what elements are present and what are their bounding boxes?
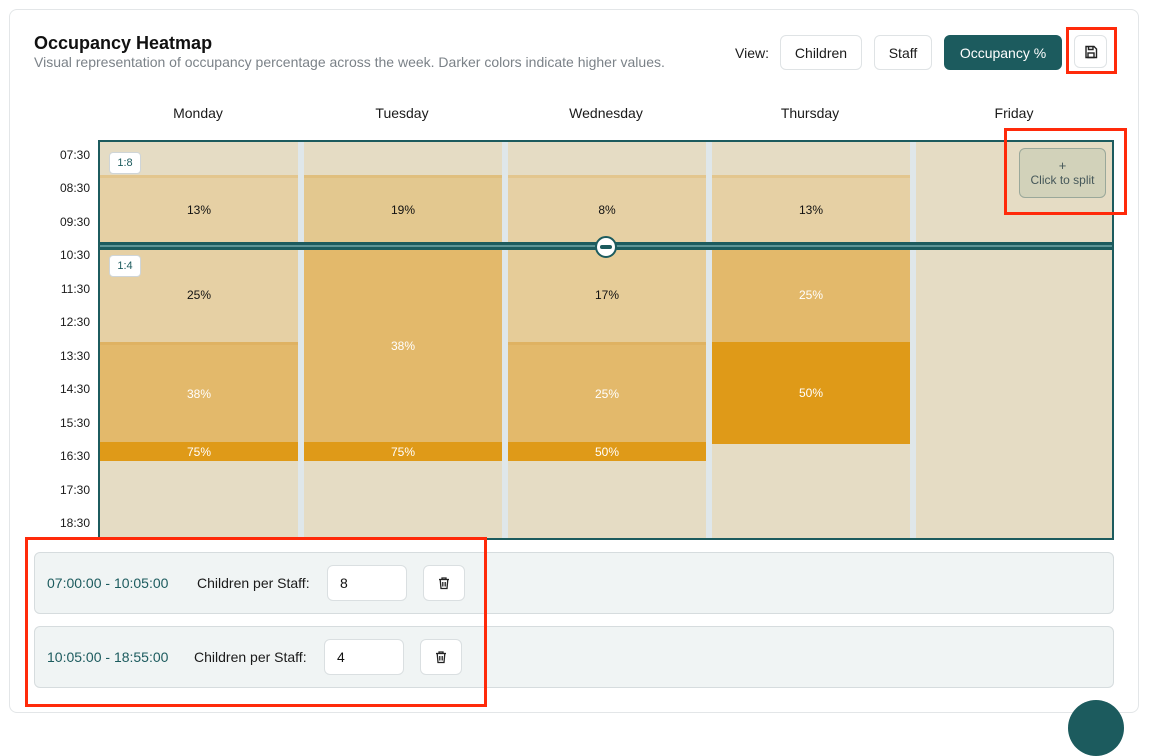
time-label: 12:30 <box>59 315 90 329</box>
heatmap-cell-monday-4[interactable]: 75% <box>100 442 298 461</box>
heatmap-cell-wednesday-4[interactable]: 50% <box>508 442 706 461</box>
trash-icon <box>437 576 451 590</box>
time-label: 16:30 <box>59 449 90 463</box>
minus-icon <box>600 245 612 249</box>
time-label: 08:30 <box>59 181 90 195</box>
heatmap-cell-monday-3[interactable]: 38% <box>100 342 298 442</box>
time-label: 11:30 <box>60 282 90 296</box>
time-label: 09:30 <box>59 215 90 229</box>
view-occupancy-button[interactable]: Occupancy % <box>944 35 1062 70</box>
ratio-range-row: 07:00:00 - 10:05:00 Children per Staff: <box>34 552 1114 614</box>
day-header-monday: Monday <box>173 105 223 121</box>
save-button[interactable] <box>1074 35 1107 68</box>
view-staff-button[interactable]: Staff <box>874 35 932 70</box>
time-label: 14:30 <box>59 382 90 396</box>
ratio-badge: 1:8 <box>109 152 141 174</box>
range-time: 07:00:00 - 10:05:00 <box>47 575 169 591</box>
heatmap-cell-tuesday-3[interactable]: 75% <box>304 442 502 461</box>
save-icon <box>1084 45 1098 59</box>
column-divider <box>298 142 304 538</box>
range-time: 10:05:00 - 18:55:00 <box>47 649 169 665</box>
heatmap-cell-thursday-2[interactable]: 25% <box>712 250 910 342</box>
ratio-badge: 1:4 <box>109 255 141 277</box>
column-divider <box>502 142 508 538</box>
heatmap-cell-wednesday-2[interactable]: 17% <box>508 250 706 342</box>
time-label: 13:30 <box>59 349 90 363</box>
children-per-staff-input[interactable] <box>324 639 404 675</box>
ratio-range-row: 10:05:00 - 18:55:00 Children per Staff: <box>34 626 1114 688</box>
remove-split-button[interactable] <box>595 236 617 258</box>
plus-icon: + <box>1058 158 1067 173</box>
children-per-staff-input[interactable] <box>327 565 407 601</box>
heatmap-cell-tuesday-2[interactable]: 38% <box>304 250 502 442</box>
time-label: 10:30 <box>59 248 90 262</box>
delete-range-button[interactable] <box>423 565 465 601</box>
column-divider <box>910 142 916 538</box>
time-label: 17:30 <box>59 483 90 497</box>
time-label: 18:30 <box>59 516 90 530</box>
heatmap-cell-wednesday-1[interactable]: 8% <box>508 175 706 242</box>
time-label: 07:30 <box>59 148 90 162</box>
day-header-thursday: Thursday <box>780 105 840 121</box>
page-title: Occupancy Heatmap <box>34 33 213 53</box>
children-per-staff-label: Children per Staff: <box>194 649 307 665</box>
day-header-wednesday: Wednesday <box>569 105 643 121</box>
heatmap-cell-tuesday-1[interactable]: 19% <box>304 175 502 242</box>
heatmap-cell-wednesday-3[interactable]: 25% <box>508 342 706 442</box>
delete-range-button[interactable] <box>420 639 462 675</box>
heatmap-cell-monday-1[interactable]: 13% <box>100 175 298 242</box>
column-divider <box>706 142 712 538</box>
heatmap-cell-thursday-1[interactable]: 13% <box>712 175 910 242</box>
children-per-staff-label: Children per Staff: <box>197 575 310 591</box>
view-children-button[interactable]: Children <box>780 35 862 70</box>
trash-icon <box>434 650 448 664</box>
time-label: 15:30 <box>59 416 90 430</box>
page-subtitle: Visual representation of occupancy perce… <box>34 54 665 70</box>
view-label: View: <box>735 45 769 61</box>
heatmap-grid: 13% 25% 38% 75% 19% 38% 75% 8% 17% 25% 5… <box>98 140 1114 540</box>
click-to-split-button[interactable]: + Click to split <box>1019 148 1106 198</box>
floating-action-button[interactable] <box>1068 700 1124 756</box>
day-header-tuesday: Tuesday <box>375 105 429 121</box>
day-header-friday: Friday <box>994 105 1034 121</box>
split-button-label: Click to split <box>1030 173 1095 187</box>
heatmap-cell-thursday-3[interactable]: 50% <box>712 342 910 444</box>
